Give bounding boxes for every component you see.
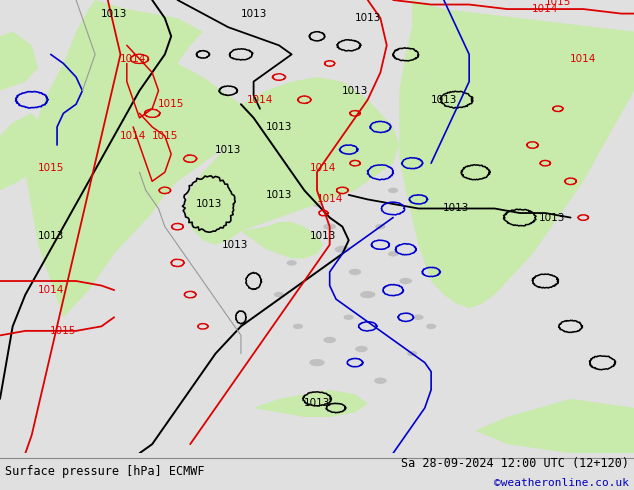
Polygon shape [0,113,51,191]
Text: 1014: 1014 [247,95,273,105]
Polygon shape [413,315,424,320]
Polygon shape [344,315,354,320]
Polygon shape [355,346,368,352]
Text: 1014: 1014 [532,4,559,14]
Polygon shape [476,399,634,453]
Text: 1013: 1013 [266,122,292,132]
Text: 1013: 1013 [304,398,330,408]
Text: 1013: 1013 [538,213,565,222]
Text: 1013: 1013 [221,240,248,250]
Text: 1013: 1013 [215,145,242,154]
Polygon shape [323,223,336,230]
Polygon shape [269,233,276,238]
Polygon shape [388,188,398,193]
Polygon shape [293,323,303,329]
Polygon shape [360,291,376,298]
Text: 1015: 1015 [50,326,77,336]
Text: 1015: 1015 [152,131,178,141]
Text: 1014: 1014 [310,163,337,172]
Text: ©weatheronline.co.uk: ©weatheronline.co.uk [494,478,629,489]
Text: 1014: 1014 [570,54,597,64]
Text: 1014: 1014 [316,195,343,204]
Polygon shape [375,224,385,229]
Polygon shape [374,377,387,384]
Polygon shape [25,0,254,318]
Text: 1013: 1013 [354,13,381,23]
Polygon shape [312,201,322,207]
Polygon shape [335,245,350,253]
Text: 1014: 1014 [37,285,64,295]
Text: 1015: 1015 [37,163,64,172]
Text: 1014: 1014 [120,131,146,141]
Text: 1013: 1013 [443,203,470,214]
Text: 1014: 1014 [120,54,146,64]
Polygon shape [426,323,436,329]
Text: 1013: 1013 [37,231,64,241]
Polygon shape [309,359,325,367]
Polygon shape [184,77,399,245]
Polygon shape [399,0,634,308]
Text: 1013: 1013 [196,199,223,209]
Polygon shape [287,260,297,266]
Text: 1013: 1013 [310,231,337,241]
Text: 1013: 1013 [101,9,127,19]
Text: Sa 28-09-2024 12:00 UTC (12+120): Sa 28-09-2024 12:00 UTC (12+120) [401,457,629,470]
Polygon shape [297,177,312,185]
Polygon shape [254,390,368,417]
Polygon shape [323,337,336,343]
Polygon shape [388,251,398,257]
Text: 1013: 1013 [240,9,267,19]
Polygon shape [274,292,284,297]
Text: 1013: 1013 [342,86,368,96]
Polygon shape [241,222,323,258]
Polygon shape [349,269,361,275]
Text: 1013: 1013 [430,95,457,105]
Text: Surface pressure [hPa] ECMWF: Surface pressure [hPa] ECMWF [5,465,205,478]
Polygon shape [399,278,412,284]
Text: 1013: 1013 [266,190,292,200]
Polygon shape [407,351,417,356]
Polygon shape [102,22,126,33]
Polygon shape [0,32,38,91]
Text: 1015: 1015 [158,99,184,109]
Text: 1015: 1015 [545,0,571,7]
